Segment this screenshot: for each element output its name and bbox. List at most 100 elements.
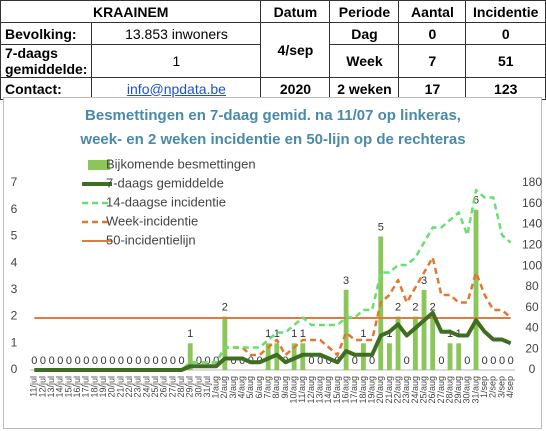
x-tick-label: 1/aug [211, 376, 221, 399]
x-tick-label: 20/jul [107, 376, 117, 398]
data-label: 0 [508, 355, 514, 367]
x-tick-label: 4/sep [505, 376, 515, 398]
data-label: 0 [57, 355, 63, 367]
bar [412, 316, 418, 370]
bar [395, 316, 401, 370]
x-tick-label: 2/aug [219, 376, 229, 399]
bar [473, 209, 479, 370]
x-tick-label: 17/aug [349, 376, 359, 404]
cell: 1 [91, 44, 262, 78]
chart-title: week- en 2 weken incidentie en 50-lijn o… [79, 131, 465, 148]
cell: Contact: [0, 77, 93, 100]
cell: Bevolking: [0, 22, 93, 45]
data-label: 2 [412, 301, 418, 313]
x-tick-label: 11/jul [29, 376, 39, 397]
data-label: 1 [291, 328, 297, 340]
x-tick-label: 7/aug [263, 376, 273, 399]
data-label: 0 [161, 355, 167, 367]
bar [430, 316, 436, 370]
legend-swatch [88, 160, 110, 170]
x-tick-label: 14/jul [55, 376, 65, 398]
x-tick-label: 12/jul [37, 376, 47, 398]
data-label: 0 [482, 355, 488, 367]
data-label: 2 [222, 301, 228, 313]
x-tick-label: 28/aug [444, 376, 454, 404]
data-label: 0 [308, 355, 314, 367]
data-label: 0 [179, 355, 185, 367]
x-tick-label: 31/jul [202, 376, 212, 398]
y-tick-label: 7 [11, 175, 18, 189]
x-tick-label: 4/aug [237, 376, 247, 399]
data-label: 0 [369, 355, 375, 367]
cell: info@npdata.be [91, 77, 262, 100]
data-label: 0 [144, 355, 150, 367]
data-label: 5 [378, 221, 384, 233]
data-label: 0 [464, 355, 470, 367]
y2-tick-label: 0 [529, 362, 536, 376]
legend-label: Week-incidentie [106, 213, 198, 228]
cell: 7-daags gemiddelde: [0, 44, 93, 78]
data-label: 6 [473, 195, 479, 207]
data-label: 0 [135, 355, 141, 367]
y2-tick-label: 20 [525, 341, 539, 355]
cell: 51 [465, 44, 546, 78]
data-label: 0 [438, 355, 444, 367]
x-tick-label: 1/sep [479, 376, 489, 398]
data-label: 1 [265, 328, 271, 340]
x-tick-label: 23/aug [401, 376, 411, 404]
data-label: 0 [83, 355, 89, 367]
data-label: 1 [187, 328, 193, 340]
x-tick-label: 27/aug [436, 376, 446, 404]
data-label: 0 [153, 355, 159, 367]
x-tick-label: 24/jul [141, 376, 151, 398]
y2-tick-label: 100 [522, 258, 542, 272]
y2-tick-label: 160 [522, 196, 542, 210]
y-tick-label: 3 [11, 282, 18, 296]
y-tick-label: 2 [11, 309, 18, 323]
x-tick-label: 15/jul [63, 376, 73, 398]
data-label: 1 [300, 328, 306, 340]
x-tick-label: 20/aug [375, 376, 385, 404]
bar [222, 316, 228, 370]
y-tick-label: 6 [11, 202, 18, 216]
x-tick-label: 27/jul [167, 376, 177, 398]
data-label: 0 [31, 355, 37, 367]
data-label: 0 [352, 355, 358, 367]
data-label: 0 [127, 355, 133, 367]
y2-tick-label: 40 [525, 321, 539, 335]
x-tick-label: 30/aug [462, 376, 472, 404]
line [34, 188, 512, 372]
x-tick-label: 2/sep [488, 376, 498, 398]
x-tick-label: 6/aug [254, 376, 264, 399]
y2-tick-label: 120 [522, 238, 542, 252]
data-label: 0 [490, 355, 496, 367]
x-tick-label: 8/aug [271, 376, 281, 399]
cell: 0 [398, 22, 467, 45]
x-tick-label: 21/jul [115, 376, 125, 398]
x-tick-label: 24/aug [410, 376, 420, 404]
x-tick-label: 19/jul [98, 376, 108, 398]
line [34, 310, 512, 372]
bar [187, 343, 193, 370]
data-label: 0 [239, 355, 245, 367]
x-tick-label: 29/aug [453, 376, 463, 404]
y-tick-label: 0 [11, 362, 18, 376]
x-tick-label: 31/aug [470, 376, 480, 404]
legend-label: 7-daags gemiddelde [106, 175, 224, 190]
x-tick-label: 3/sep [496, 376, 506, 398]
y-tick-label: 5 [11, 229, 18, 243]
x-tick-label: 23/jul [133, 376, 143, 398]
x-tick-label: 16/aug [340, 376, 350, 404]
data-label: 0 [49, 355, 55, 367]
email-link[interactable]: info@npdata.be [126, 80, 226, 97]
data-label: 0 [230, 355, 236, 367]
data-label: 1 [274, 328, 280, 340]
data-label: 0 [196, 355, 202, 367]
data-label: 0 [326, 355, 332, 367]
x-tick-label: 3/aug [228, 376, 238, 399]
data-label: 3 [343, 275, 349, 287]
chart-title: Besmettingen en 7-daag gemid. na 11/07 o… [85, 107, 461, 124]
cell: 2 weken [329, 77, 400, 100]
x-tick-label: 30/jul [193, 376, 203, 398]
